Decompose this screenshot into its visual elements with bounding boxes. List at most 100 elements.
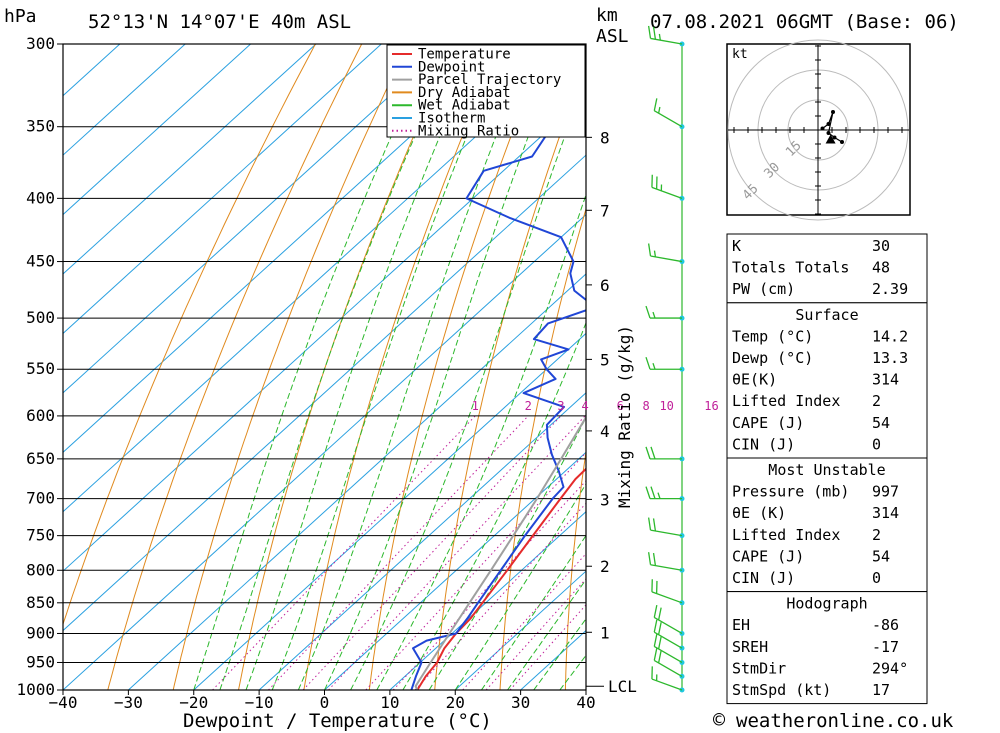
index-label: StmDir: [732, 659, 786, 677]
wet-adiabat-line: [402, 321, 586, 690]
wind-barb-half-flag: [658, 33, 661, 41]
wind-barb-shaft: [650, 564, 683, 571]
wind-barb-flag: [647, 25, 652, 39]
copyright-symbol: ©: [713, 708, 726, 732]
height-km-label: 6: [600, 276, 610, 295]
location-title: 52°13'N 14°07'E 40m ASL: [88, 11, 351, 33]
isotherm-line: [63, 44, 513, 453]
indices-table: K 30 Totals Totals 48 PW (cm) 2.39 Surface Temp…: [726, 233, 928, 705]
isotherm-line: [128, 273, 586, 690]
wind-barb-flag: [650, 446, 656, 460]
height-km-label: 8: [600, 128, 610, 147]
legend-item-label: Dewpoint: [418, 59, 485, 75]
dry-adiabat-line: [931, 44, 965, 690]
isotherm-line: [63, 95, 586, 572]
legend-item-label: Temperature: [418, 47, 511, 63]
index-label: Totals Totals: [732, 259, 849, 277]
wind-barb-flag: [657, 622, 662, 635]
legend-item-label: Isotherm: [418, 111, 485, 127]
pressure-tick-label: 1000: [16, 680, 55, 699]
isotherm-line: [63, 154, 586, 632]
index-label: PW (cm): [732, 280, 795, 298]
most-unstable-block-title: Most Unstable: [768, 461, 885, 479]
wind-barb-half-flag: [652, 363, 656, 370]
pressure-tick-label: 900: [26, 623, 55, 642]
index-value: 54: [872, 547, 890, 565]
index-label: SREH: [732, 638, 768, 656]
isotherm-line: [63, 44, 578, 513]
index-label: Pressure (mb): [732, 483, 849, 501]
index-label: K: [732, 237, 741, 255]
wind-barb-flag: [647, 552, 652, 565]
wind-barb-flag: [657, 650, 662, 664]
index-label: CAPE (J): [732, 414, 804, 432]
height-km-label: 1: [600, 623, 610, 642]
legend-item-label: Parcel Trajectory: [418, 72, 561, 88]
index-label: Dewp (°C): [732, 349, 813, 367]
site-credit: weatheronline.co.uk: [736, 710, 954, 732]
wind-barb-flag: [657, 636, 662, 650]
wind-barb-flag: [650, 486, 656, 499]
isotherm-line: [63, 44, 382, 335]
isotherm-line: [454, 570, 586, 690]
index-label: EH: [732, 616, 750, 634]
isotherm-line: [63, 44, 317, 275]
isotherm-line: [63, 44, 121, 97]
mixing-ratio-line: [485, 578, 586, 690]
hodograph-point: [840, 140, 844, 144]
index-value: 17: [872, 681, 890, 699]
index-value: 0: [872, 435, 881, 453]
wind-barb-flag: [647, 517, 652, 531]
pressure-tick-label: 950: [26, 652, 55, 671]
wind-barb-flag: [645, 446, 651, 460]
wind-barb-flag: [645, 486, 651, 499]
mixing-ratio-line: [268, 415, 529, 690]
x-tick-label: 20: [446, 693, 465, 712]
index-value: -17: [872, 638, 899, 656]
x-axis-label: Dewpoint / Temperature (°C): [183, 710, 492, 732]
wind-barbs: [645, 25, 685, 693]
wind-barb-flag: [645, 305, 651, 319]
index-value: 314: [872, 504, 899, 522]
mixing-ratio-label: 2: [525, 399, 532, 413]
storm-motion-marker: [825, 134, 836, 144]
wind-barb-flag: [653, 604, 658, 618]
asl-label: ASL: [596, 26, 629, 47]
x-tick-label: −30: [114, 693, 143, 712]
index-value: 30: [872, 237, 890, 255]
wind-barb-shaft: [653, 616, 683, 635]
hodograph-point: [826, 131, 831, 135]
mixing-ratio-label: 8: [642, 399, 649, 413]
wind-barb-shaft: [651, 591, 683, 604]
pressure-tick-label: 300: [26, 34, 55, 53]
mixing-ratio-line: [365, 451, 586, 690]
x-tick-label: 0: [320, 693, 330, 712]
wind-barb-half-flag: [653, 250, 657, 257]
isotherm-line: [63, 44, 186, 156]
isotherm-line: [324, 451, 586, 690]
dry-adiabat-line: [986, 44, 1000, 690]
hpa-label: hPa: [4, 6, 37, 27]
legend-item-label: Wet Adiabat: [418, 98, 511, 114]
wet-adiabat-line: [533, 618, 586, 690]
wet-adiabat-line: [324, 44, 565, 690]
hodograph-stats-block: [726, 591, 928, 705]
x-tick-label: 40: [576, 693, 595, 712]
legend-item-label: Mixing Ratio: [418, 123, 519, 139]
index-value: 997: [872, 483, 899, 501]
hodograph-point: [831, 110, 835, 114]
mixing-ratio-label: 4: [581, 399, 588, 413]
wind-barb-shaft: [651, 678, 683, 691]
index-label: θE(K): [732, 371, 777, 389]
wind-barb-flag: [653, 98, 658, 111]
hodograph-stats-block-title: Hodograph: [786, 595, 867, 613]
mixing-ratio-line: [462, 553, 586, 690]
wind-barb-flag: [653, 633, 658, 647]
wind-barb-flag: [652, 26, 657, 40]
index-value: -86: [872, 616, 899, 634]
mixing-ratio-label: 6: [617, 399, 624, 413]
wind-barb-flag: [653, 647, 658, 661]
wind-barb-half-flag: [657, 106, 661, 114]
